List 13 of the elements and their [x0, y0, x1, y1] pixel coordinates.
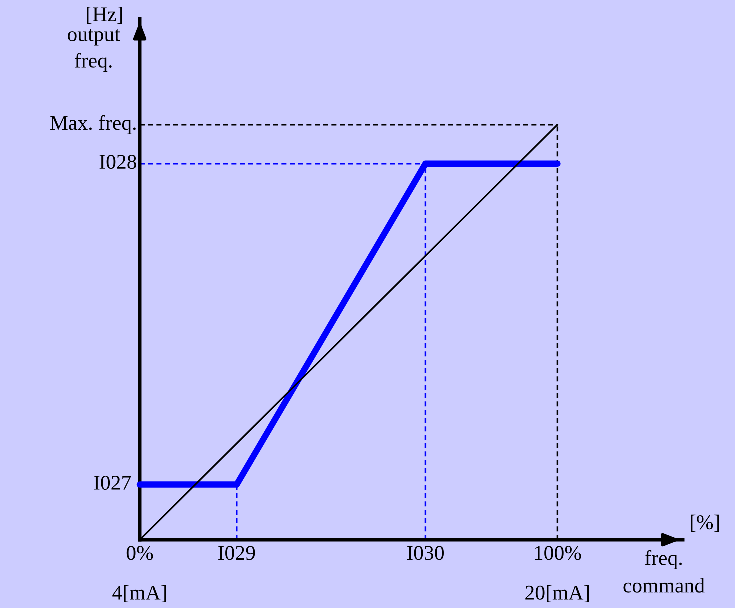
y-axis-title: output freq. [68, 30, 120, 72]
text: [%] [691, 514, 720, 532]
annotation: I027 [94, 476, 132, 490]
x-tick-label: 100% [535, 546, 582, 560]
x-axis-title: freq. command [624, 550, 705, 593]
x-tick-label: I030 [407, 546, 444, 560]
text: 20[mA] [526, 585, 590, 602]
text: 4[mA] [112, 585, 166, 602]
ref-line-label: I028 [100, 155, 136, 170]
x-tick-label: 0% [126, 546, 154, 560]
x-tick-label: I029 [218, 546, 256, 560]
ref-line-label: Max. freq. [50, 115, 136, 134]
text: [Hz] [87, 6, 122, 24]
